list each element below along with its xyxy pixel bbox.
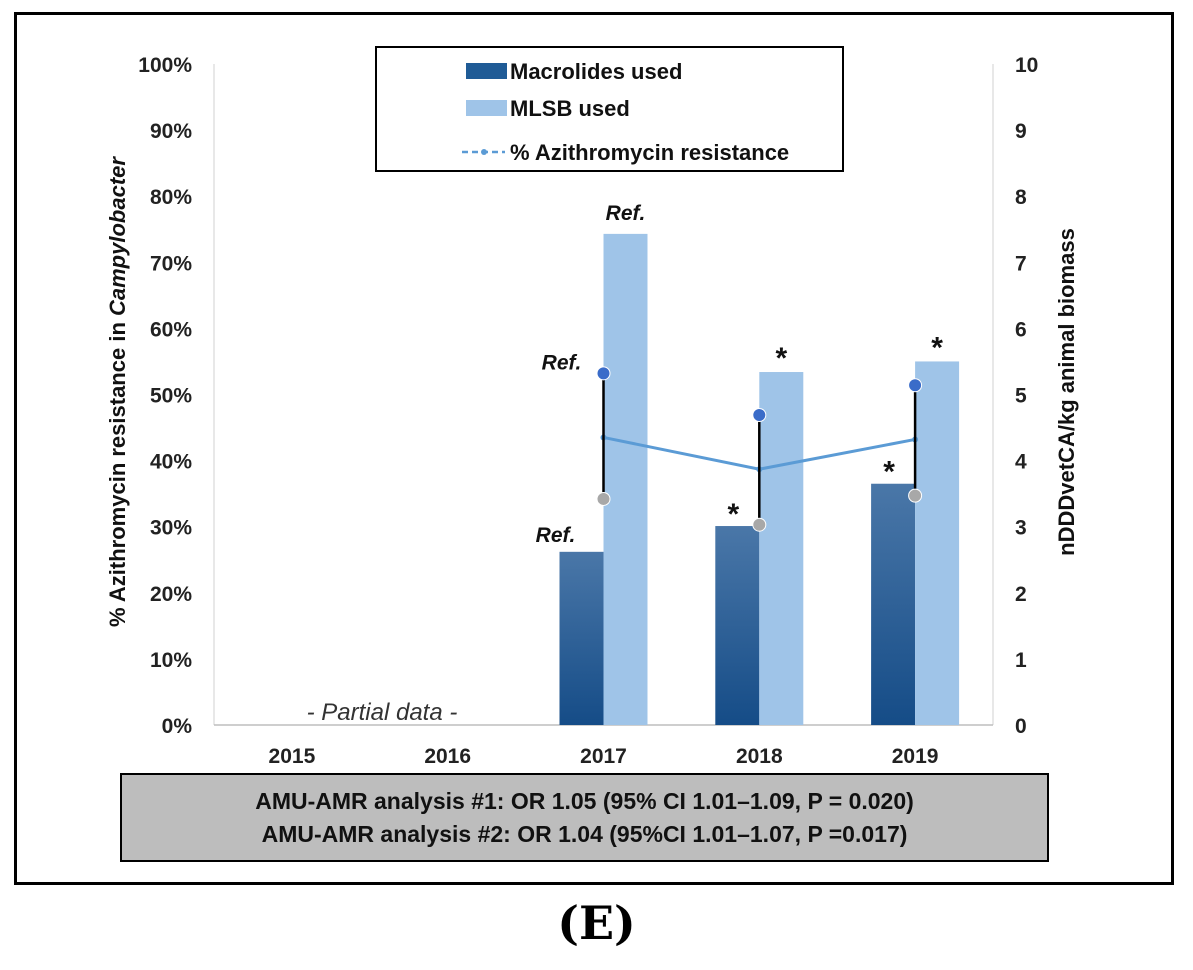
left-tick-label: 50%	[150, 385, 192, 408]
x-tick-label: 2015	[269, 745, 316, 768]
annotation-star-macrolides: *	[727, 498, 739, 531]
annotation-ref-macrolides: Ref.	[536, 524, 576, 547]
x-tick-label: 2016	[424, 745, 471, 768]
confidence-intervals-group	[596, 366, 923, 532]
panel-label: (E)	[557, 896, 636, 950]
y-axis-right-title: nDDDvetCA/kg animal biomass	[1054, 228, 1079, 556]
right-tick-label: 1	[1015, 649, 1027, 672]
right-tick-labels: 0 1 2 3 4 5 6 7 8 9 10	[1015, 54, 1038, 738]
right-tick-label: 4	[1015, 451, 1027, 474]
right-tick-label: 2	[1015, 583, 1027, 606]
left-tick-labels: 0% 10% 20% 30% 40% 50% 60% 70% 80% 90% 100%	[138, 54, 192, 738]
left-tick-label: 90%	[150, 120, 192, 143]
legend-swatch-macrolides	[466, 63, 507, 79]
left-tick-label: 60%	[150, 318, 192, 341]
stats-line-2: AMU-AMR analysis #2: OR 1.04 (95%CI 1.01…	[261, 820, 908, 847]
legend-label-line: % Azithromycin resistance	[510, 140, 789, 165]
ci-upper-marker	[908, 378, 923, 393]
x-tick-label: 2018	[736, 745, 783, 768]
partial-data-label: - Partial data -	[307, 699, 458, 726]
right-tick-label: 3	[1015, 517, 1027, 540]
right-tick-label: 0	[1015, 715, 1027, 738]
bar-macrolides	[559, 551, 604, 725]
left-tick-label: 80%	[150, 186, 192, 209]
legend-swatch-line-marker	[481, 149, 487, 155]
right-tick-label: 7	[1015, 252, 1027, 275]
left-tick-label: 70%	[150, 252, 192, 275]
x-tick-label: 2017	[580, 745, 627, 768]
left-tick-label: 0%	[162, 715, 193, 738]
annotation-star-mlsb: *	[931, 331, 943, 364]
right-tick-label: 5	[1015, 385, 1027, 408]
ci-lower-marker	[596, 491, 611, 506]
annotations-group: Ref. Ref. Ref. * * * *	[536, 202, 944, 547]
legend: Macrolides used MLSB used % Azithromycin…	[375, 46, 844, 172]
annotation-ref-resistance: Ref.	[542, 351, 582, 374]
left-tick-label: 40%	[150, 451, 192, 474]
legend-label-mlsb: MLSB used	[510, 96, 630, 121]
bar-mlsb	[759, 372, 804, 725]
left-tick-label: 30%	[150, 517, 192, 540]
left-tick-label: 10%	[150, 649, 192, 672]
ci-lower-marker	[752, 517, 767, 532]
bar-mlsb	[915, 361, 960, 725]
legend-box	[375, 46, 844, 172]
annotation-star-macrolides: *	[883, 456, 895, 489]
x-tick-label: 2019	[892, 745, 939, 768]
ci-lower-marker	[908, 488, 923, 503]
y-axis-left-title: % Azithromycin resistance in Campylobact…	[105, 156, 130, 627]
legend-swatch-mlsb	[466, 100, 507, 116]
right-tick-label: 8	[1015, 186, 1027, 209]
right-tick-label: 9	[1015, 120, 1027, 143]
bar-macrolides	[871, 483, 916, 725]
stats-box: AMU-AMR analysis #1: OR 1.05 (95% CI 1.0…	[120, 773, 1049, 862]
legend-label-macrolides: Macrolides used	[510, 59, 682, 84]
left-tick-label: 100%	[138, 54, 192, 77]
bar-macrolides	[715, 526, 760, 725]
left-tick-label: 20%	[150, 583, 192, 606]
ci-upper-marker	[596, 366, 611, 381]
right-tick-label: 6	[1015, 318, 1027, 341]
annotation-ref-mlsb: Ref.	[606, 202, 646, 225]
stats-line-1: AMU-AMR analysis #1: OR 1.05 (95% CI 1.0…	[255, 787, 914, 814]
annotation-star-mlsb: *	[775, 342, 787, 375]
ci-upper-marker	[752, 407, 767, 422]
bar-mlsb	[603, 233, 648, 725]
bars-group	[559, 233, 960, 725]
x-tick-labels: 2015 2016 2017 2018 2019	[269, 745, 939, 768]
right-tick-label: 10	[1015, 54, 1038, 77]
